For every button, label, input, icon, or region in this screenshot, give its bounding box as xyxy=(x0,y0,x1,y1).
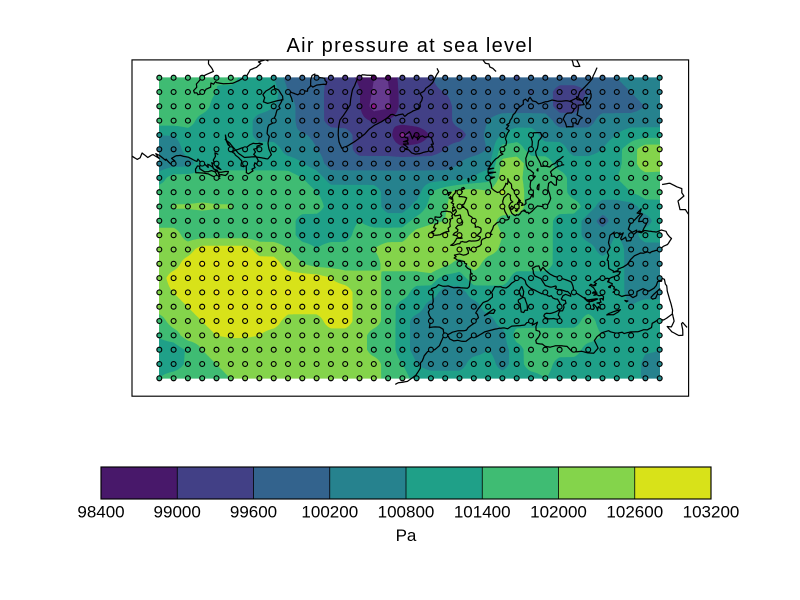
svg-text:103200: 103200 xyxy=(683,503,740,522)
svg-text:99600: 99600 xyxy=(230,503,277,522)
svg-text:100200: 100200 xyxy=(301,503,358,522)
svg-text:102000: 102000 xyxy=(530,503,587,522)
svg-text:Air pressure at sea level: Air pressure at sea level xyxy=(286,35,533,57)
svg-text:98400: 98400 xyxy=(77,503,124,522)
svg-text:Pa: Pa xyxy=(396,526,417,545)
svg-text:101400: 101400 xyxy=(454,503,511,522)
svg-text:102600: 102600 xyxy=(606,503,663,522)
svg-text:100800: 100800 xyxy=(378,503,435,522)
svg-text:99000: 99000 xyxy=(154,503,201,522)
